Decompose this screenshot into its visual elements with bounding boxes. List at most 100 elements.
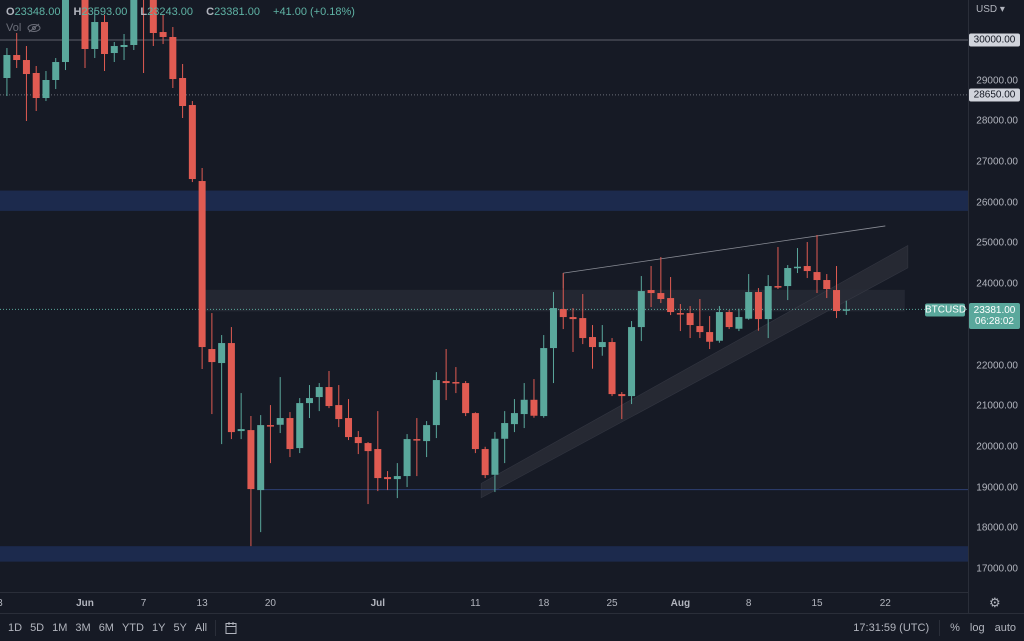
candle-body	[159, 32, 167, 37]
candle-body	[305, 398, 313, 404]
eye-crossed-icon[interactable]	[27, 23, 41, 33]
price-tick: 29000.00	[976, 75, 1018, 87]
price-tick: 24000.00	[976, 278, 1018, 290]
time-tick: 11	[470, 598, 481, 609]
toolbar-divider	[939, 619, 941, 636]
time-tick: 18	[538, 598, 550, 609]
price-tick: 22000.00	[976, 360, 1018, 372]
toolbar-divider	[215, 619, 217, 636]
high-label: H	[73, 6, 82, 18]
last-price-label: 23381.00 06:28:02	[969, 303, 1020, 329]
candle-body	[530, 399, 538, 416]
candle-body	[510, 413, 518, 425]
percent-toggle[interactable]: %	[950, 621, 960, 634]
timeframe-1m[interactable]: 1M	[52, 621, 68, 634]
candle-body	[715, 312, 723, 341]
candle-body	[637, 291, 645, 328]
candle-body	[110, 46, 118, 54]
candle-body	[676, 313, 684, 315]
candle-body	[247, 430, 255, 490]
candle-body	[559, 309, 567, 318]
level-label-30000: 30000.00	[969, 33, 1020, 47]
price-chart[interactable]	[0, 0, 968, 592]
time-tick: 20	[264, 598, 276, 609]
price-tick: 17000.00	[976, 563, 1018, 575]
time-tick: 13	[196, 598, 208, 609]
timeframe-6m[interactable]: 6M	[98, 621, 114, 634]
low-label: L	[140, 6, 148, 18]
time-tick: Jul	[370, 598, 386, 609]
candle-body	[315, 387, 323, 398]
candle-body	[22, 60, 30, 75]
log-toggle[interactable]: log	[969, 621, 985, 634]
time-tick: Jun	[76, 598, 94, 609]
candle-body	[579, 318, 587, 339]
auto-toggle[interactable]: auto	[994, 621, 1016, 634]
candle-body	[667, 298, 675, 313]
price-tick: 26000.00	[976, 197, 1018, 209]
candle-body	[774, 286, 782, 288]
supply-demand-zone	[0, 546, 968, 562]
candle-body	[608, 342, 616, 395]
settings-gear-icon[interactable]: ⚙	[989, 595, 1001, 610]
range-rectangle	[199, 289, 905, 312]
currency-label: USD	[976, 4, 998, 15]
last-price: 23381.00	[973, 305, 1016, 316]
candle-body	[706, 332, 714, 342]
candle-body	[179, 78, 187, 106]
candle-body	[452, 382, 460, 384]
candle-body	[169, 36, 177, 80]
time-tick: 8	[745, 598, 752, 609]
candle-body	[384, 477, 392, 480]
candle-body	[823, 280, 831, 290]
candle-body	[296, 403, 304, 449]
close-label: C	[206, 6, 215, 18]
change-value: +41.00 (+0.18%)	[273, 6, 355, 18]
candle-body	[833, 290, 841, 311]
time-tick: 25	[606, 598, 618, 609]
candle-body	[618, 394, 626, 397]
price-tick: 20000.00	[976, 441, 1018, 453]
time-tick: 23	[0, 598, 3, 609]
candle-body	[374, 449, 382, 479]
calendar-goto-icon[interactable]	[224, 621, 238, 635]
candle-body	[120, 45, 128, 47]
candle-body	[32, 72, 40, 99]
candle-body	[647, 290, 655, 294]
candle-body	[218, 343, 226, 364]
currency-selector[interactable]: USD ▾	[976, 4, 1005, 15]
timeframe-ytd[interactable]: YTD	[121, 621, 144, 634]
timeframe-1d[interactable]: 1D	[8, 621, 23, 634]
timeframe-buttons: 1D 5D 1M 3M 6M YTD 1Y 5Y All	[0, 622, 207, 634]
candle-body	[198, 181, 206, 348]
ohlc-legend: O23348.00 H23593.00 L23243.00 C23381.00 …	[6, 6, 360, 18]
candle-body	[354, 437, 362, 444]
candle-body	[423, 425, 431, 442]
candle-body	[745, 292, 753, 319]
timeframe-all[interactable]: All	[194, 621, 208, 634]
close-value: 23381.00	[214, 6, 260, 18]
price-tick: 21000.00	[976, 400, 1018, 412]
bottom-toolbar: 1D 5D 1M 3M 6M YTD 1Y 5Y All 17:31:59 (UTC) % lo…	[0, 613, 1024, 641]
timeframe-5y[interactable]: 5Y	[173, 621, 187, 634]
timeframe-5d[interactable]: 5D	[30, 621, 45, 634]
price-tick: 27000.00	[976, 156, 1018, 168]
candle-body	[130, 0, 138, 46]
timeframe-3m[interactable]: 3M	[75, 621, 91, 634]
candle-body	[784, 268, 792, 287]
candle-body	[754, 292, 762, 320]
clock[interactable]: 17:31:59 (UTC)	[853, 621, 930, 634]
candle-body	[345, 418, 353, 438]
candle-body	[237, 429, 245, 432]
candle-body	[432, 380, 440, 426]
candle-body	[208, 349, 216, 363]
volume-legend[interactable]: Vol	[6, 22, 41, 34]
time-tick: 15	[811, 598, 823, 609]
time-axis[interactable]: 23 Jun 7 13 20 Jul 11 18 25 Aug 8 15 22	[0, 592, 968, 614]
candle-body	[227, 343, 235, 433]
time-tick: 22	[879, 598, 891, 609]
candle-body	[549, 308, 557, 349]
timeframe-1y[interactable]: 1Y	[151, 621, 166, 634]
candle-body	[13, 55, 21, 61]
candle-body	[764, 286, 772, 320]
